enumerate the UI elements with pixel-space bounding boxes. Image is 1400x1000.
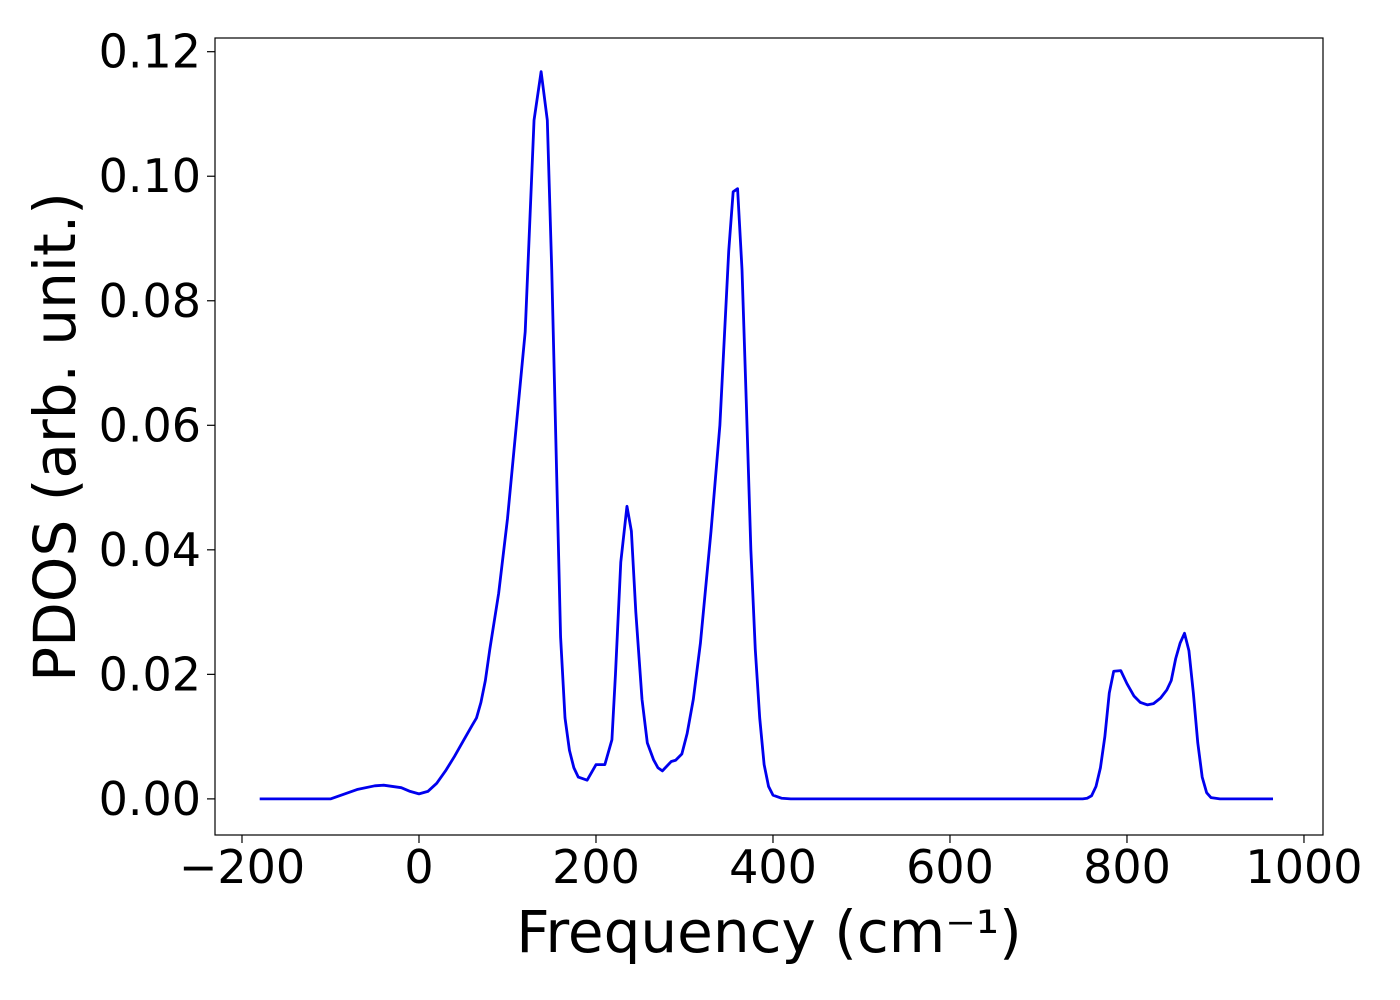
x-tick-label: 400 [729, 840, 817, 894]
y-tick-label: 0.12 [99, 25, 201, 79]
x-axis-label: Frequency (cm⁻¹) [516, 898, 1022, 966]
data-line [259, 70, 1273, 801]
x-tick-label: 1000 [1245, 840, 1362, 894]
y-tick-label: 0.06 [99, 398, 201, 452]
x-tick-label: 200 [552, 840, 640, 894]
plot-frame [214, 37, 1324, 836]
y-tick-label: 0.10 [99, 149, 201, 203]
y-tick-label: 0.00 [99, 772, 201, 826]
x-tick-label: 0 [404, 840, 433, 894]
x-tick-label: 800 [1083, 840, 1171, 894]
x-tick-label: −200 [179, 840, 305, 894]
x-tick-label: 600 [906, 840, 994, 894]
y-tick-label: 0.02 [99, 647, 201, 701]
y-tick-label: 0.08 [99, 274, 201, 328]
y-axis-label: PDOS (arb. unit.) [21, 192, 89, 682]
y-tick-label: 0.04 [99, 523, 201, 577]
